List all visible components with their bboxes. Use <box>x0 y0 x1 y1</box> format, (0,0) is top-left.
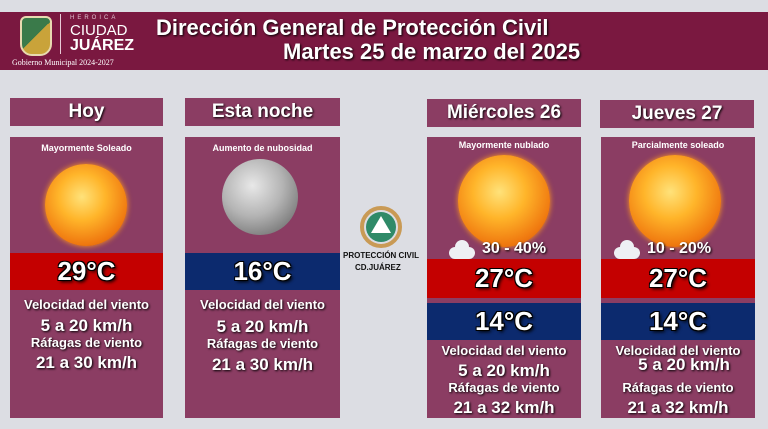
logo-juarez: JUÁREZ <box>70 37 135 54</box>
temperature-max: 27°C <box>601 259 755 298</box>
forecast-card-miercoles: Mayormente nublado 💧 30 - 40% 27°C 14°C … <box>427 137 581 418</box>
sun-icon <box>629 155 721 247</box>
gust-label: Ráfagas de viento <box>448 380 560 395</box>
coat-of-arms-logo <box>20 16 52 56</box>
rain-chance: 30 - 40% <box>482 240 547 257</box>
gust-label: Ráfagas de viento <box>30 335 143 350</box>
forecast-card-hoy: Mayormente Soleado 29°C Velocidad del vi… <box>10 137 163 418</box>
temperature-min: 14°C <box>427 303 581 340</box>
temperature-max: 27°C <box>427 259 581 298</box>
wind-label: Velocidad del viento <box>441 343 567 358</box>
condition-text: Aumento de nubosidad <box>212 143 313 153</box>
sun-icon <box>458 155 550 247</box>
temperature: 16°C <box>185 253 340 290</box>
condition-text: Mayormente Soleado <box>41 143 132 153</box>
wind-label: Velocidad del viento <box>24 297 149 312</box>
wind-value: 5 a 20 km/h <box>458 361 550 380</box>
logo-ciudad: CIUDAD <box>70 22 128 39</box>
center-logo-line1: PROTECCIÓN CIVIL <box>343 251 420 260</box>
gust-label: Ráfagas de viento <box>622 380 734 395</box>
temperature-min: 14°C <box>601 303 755 340</box>
day-header-esta-noche: Esta noche <box>185 98 340 126</box>
sun-icon <box>45 164 127 246</box>
logo-gobierno: Gobierno Municipal 2024-2027 <box>12 58 114 67</box>
wind-value: 5 a 20 km/h <box>216 317 309 336</box>
wind-label: Velocidad del viento <box>200 297 325 312</box>
gust-value: 21 a 30 km/h <box>211 355 314 374</box>
page-title: Dirección General de Protección Civil <box>156 15 549 40</box>
rain-cloud-icon: 💧 <box>449 240 475 269</box>
gust-value: 21 a 30 km/h <box>35 353 138 372</box>
forecast-card-esta-noche: Aumento de nubosidad 16°C Velocidad del … <box>185 137 340 418</box>
center-logo-line2: CD.JUÁREZ <box>355 263 401 272</box>
gust-value: 21 a 32 km/h <box>453 398 555 417</box>
triangle-icon <box>371 216 391 233</box>
logo-heroica: HEROICA <box>70 15 119 21</box>
logo-divider <box>60 14 61 54</box>
header-banner: HEROICA CIUDAD JUÁREZ Gobierno Municipal… <box>0 12 768 70</box>
gust-value: 21 a 32 km/h <box>627 398 729 417</box>
wind-value: 5 a 20 km/h <box>40 316 133 335</box>
moon-icon <box>222 159 298 235</box>
page-date: Martes 25 de marzo del 2025 <box>283 39 581 64</box>
condition-text: Mayormente nublado <box>458 140 550 150</box>
forecast-card-jueves: Parcialmente soleado 💧 10 - 20% 27°C 14°… <box>601 137 755 418</box>
gust-label: Ráfagas de viento <box>206 336 319 351</box>
temperature: 29°C <box>10 253 163 290</box>
wind-label: Velocidad del viento <box>615 343 741 358</box>
condition-text: Parcialmente soleado <box>631 140 725 150</box>
proteccion-civil-logo <box>360 206 402 248</box>
wind-value: 5 a 20 km/h <box>638 355 730 374</box>
rain-cloud-icon: 💧 <box>614 240 640 269</box>
day-header-miercoles: Miércoles 26 <box>427 99 581 127</box>
day-header-jueves: Jueves 27 <box>600 100 754 128</box>
rain-chance: 10 - 20% <box>647 240 712 257</box>
day-header-hoy: Hoy <box>10 98 163 126</box>
